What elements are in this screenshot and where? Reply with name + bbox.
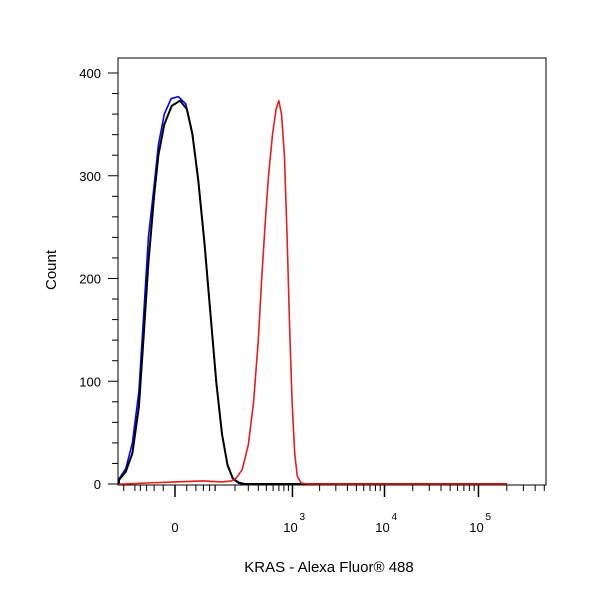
y-tick-label: 400 bbox=[79, 66, 101, 81]
x-axis-title: KRAS - Alexa Fluor® 488 bbox=[244, 559, 413, 576]
y-axis-ticks: 0 100 200 300 400 bbox=[79, 66, 118, 492]
x-tick-exponent: 5 bbox=[485, 512, 491, 523]
y-tick-label: 0 bbox=[94, 477, 101, 492]
series-layer bbox=[118, 95, 507, 485]
plot-area bbox=[117, 57, 547, 486]
series-line-3 bbox=[119, 99, 507, 485]
y-tick-label: 100 bbox=[79, 374, 101, 389]
y-tick-label: 300 bbox=[79, 169, 101, 184]
y-tick-label: 200 bbox=[79, 272, 101, 287]
x-tick-exponent: 4 bbox=[391, 512, 397, 523]
x-tick-label: 10 bbox=[283, 520, 297, 535]
x-tick-label: 10 bbox=[375, 520, 389, 535]
x-tick-exponent: 3 bbox=[299, 512, 305, 523]
x-tick-label: 0 bbox=[171, 520, 178, 535]
series-line-2 bbox=[118, 99, 507, 485]
y-axis-title: Count bbox=[43, 249, 60, 290]
x-tick-label: 10 bbox=[469, 520, 483, 535]
